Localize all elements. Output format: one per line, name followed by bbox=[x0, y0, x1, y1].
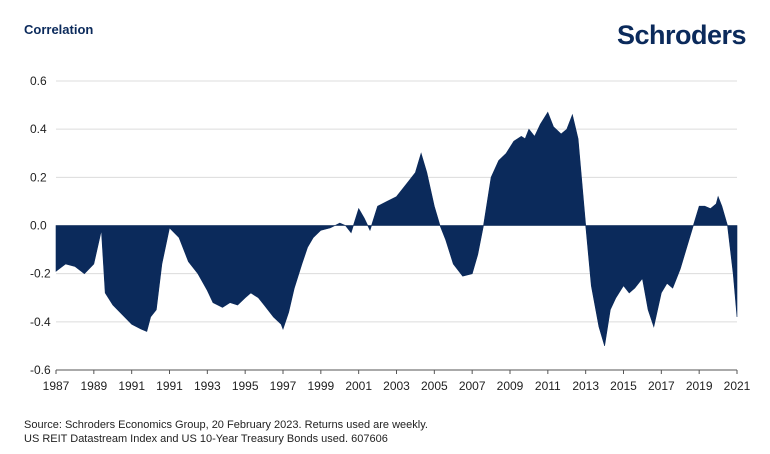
y-tick-label: 0.4 bbox=[30, 122, 47, 136]
x-tick-label: 1989 bbox=[80, 379, 107, 393]
x-tick-label: 2013 bbox=[572, 379, 599, 393]
source-line-2: US REIT Datastream Index and US 10-Year … bbox=[24, 433, 388, 445]
x-tick-label: 1999 bbox=[307, 379, 334, 393]
x-tick-label: 2015 bbox=[610, 379, 637, 393]
source-line-1: Source: Schroders Economics Group, 20 Fe… bbox=[24, 419, 428, 431]
x-tick-label: 2009 bbox=[497, 379, 524, 393]
x-tick-label: 2007 bbox=[459, 379, 486, 393]
x-tick-label: 2011 bbox=[535, 379, 561, 393]
y-tick-label: 0.2 bbox=[30, 170, 47, 184]
series-area bbox=[55, 111, 738, 346]
x-tick-label: 1991 bbox=[118, 379, 145, 393]
x-tick-label: 2003 bbox=[383, 379, 410, 393]
x-tick-label: 1997 bbox=[270, 379, 297, 393]
x-tick-label: 1987 bbox=[43, 379, 70, 393]
x-tick-label: 2001 bbox=[345, 379, 372, 393]
y-tick-label: 0.0 bbox=[30, 219, 47, 233]
x-tick-label: 2019 bbox=[686, 379, 713, 393]
y-tick-label: -0.6 bbox=[30, 363, 51, 377]
correlation-area-chart: 0.6 0.4 0.2 0.0 -0.2 -0.4 -0.6 1987 1989 1991 1991… bbox=[30, 74, 751, 393]
x-tick-label: 1991 bbox=[156, 379, 183, 393]
y-tick-label: -0.2 bbox=[30, 267, 51, 281]
y-axis-title: Correlation bbox=[24, 22, 94, 37]
y-tick-label: 0.6 bbox=[30, 74, 47, 88]
source-note: Source: Schroders Economics Group, 20 Fe… bbox=[24, 418, 428, 446]
x-tick-label: 1993 bbox=[194, 379, 221, 393]
x-tick-label: 2021 bbox=[724, 379, 751, 393]
x-tick-label: 2005 bbox=[421, 379, 448, 393]
y-tick-label: -0.4 bbox=[30, 315, 51, 329]
x-tick-label: 2017 bbox=[648, 379, 675, 393]
schroders-logo: Schroders bbox=[616, 20, 747, 50]
x-tick-label: 1995 bbox=[232, 379, 259, 393]
